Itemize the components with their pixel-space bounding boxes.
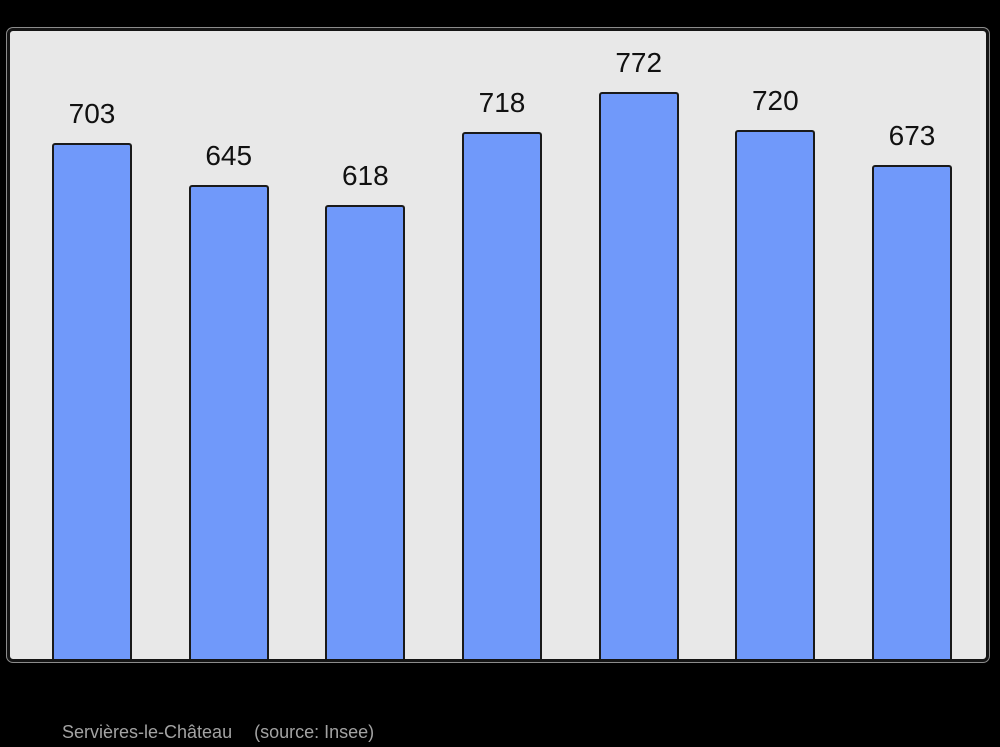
bar (325, 205, 406, 659)
bar-value-label: 645 (205, 140, 253, 172)
bar (462, 131, 542, 659)
chart-panel: 703 645 618 718 772 720 673 (7, 28, 989, 662)
bar-group: 703 (52, 99, 132, 659)
bar-group: 618 (325, 162, 406, 659)
caption-place-label: Servières-le-Château (62, 722, 233, 742)
bar (735, 130, 816, 659)
bar-group: 645 (188, 142, 269, 659)
bar-group: 673 (872, 121, 952, 659)
bar-value-label: 618 (341, 160, 389, 192)
chart-caption: Servières-le-Château (source: Insee) (62, 722, 374, 744)
plot-area: 703 645 618 718 772 720 673 (10, 31, 986, 659)
bar-value-label: 772 (615, 47, 663, 78)
bar-value-label: 703 (68, 97, 116, 129)
bar-value-label: 718 (478, 86, 526, 118)
bar (52, 142, 132, 659)
bar (188, 185, 269, 659)
bar (872, 164, 952, 659)
caption-source-label: (source: Insee) (254, 722, 375, 742)
bar (598, 92, 679, 659)
bar-value-label: 720 (751, 85, 799, 117)
bar-value-label: 673 (888, 119, 936, 151)
bar-group: 772 (598, 49, 679, 659)
bar-group: 720 (735, 87, 816, 659)
bar-group: 718 (462, 88, 542, 659)
